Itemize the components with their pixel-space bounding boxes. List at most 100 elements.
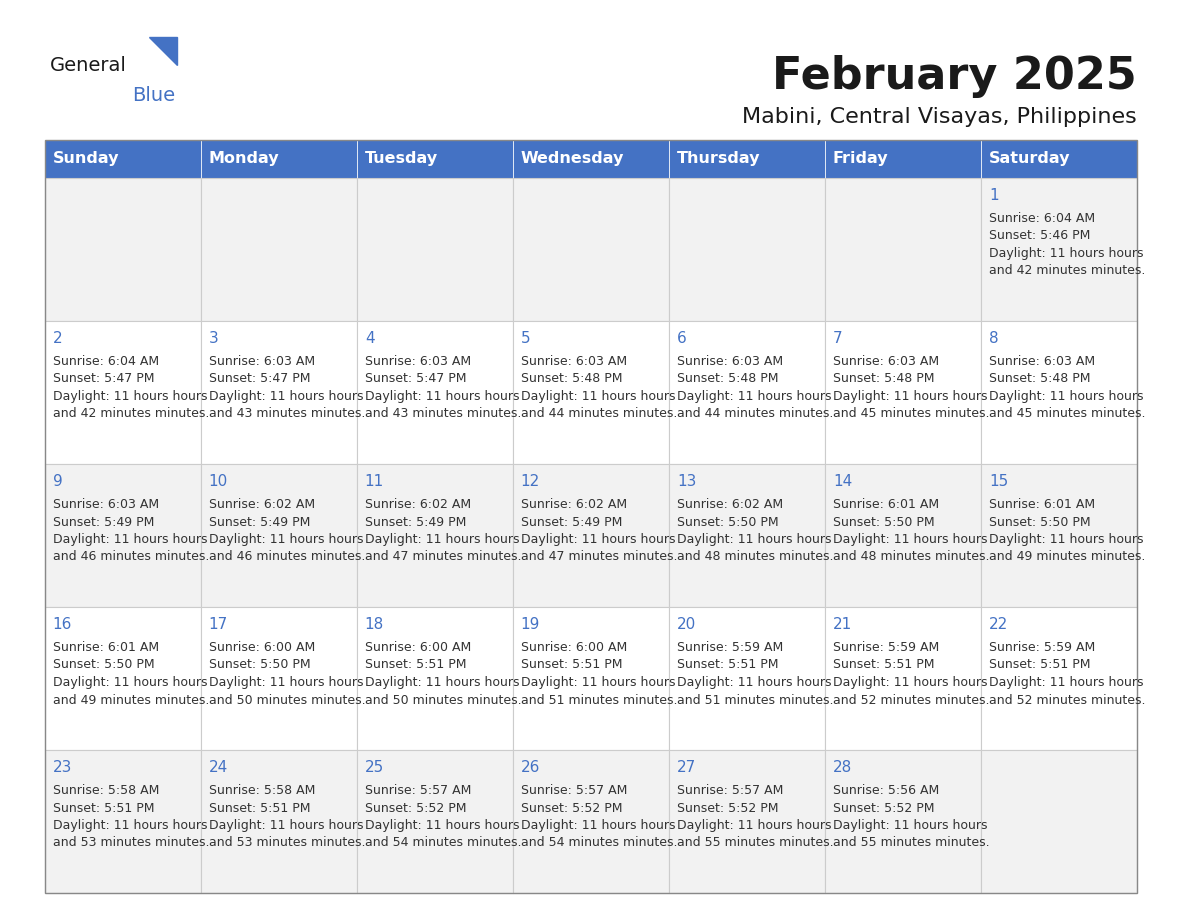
Text: Sunset: 5:50 PM: Sunset: 5:50 PM xyxy=(988,516,1091,529)
Text: Sunset: 5:51 PM: Sunset: 5:51 PM xyxy=(677,658,778,671)
Text: Sunset: 5:49 PM: Sunset: 5:49 PM xyxy=(209,516,310,529)
Text: Daylight: 11 hours hours: Daylight: 11 hours hours xyxy=(520,676,675,689)
Text: Daylight: 11 hours hours: Daylight: 11 hours hours xyxy=(833,533,987,546)
Text: and 43 minutes minutes.: and 43 minutes minutes. xyxy=(365,408,522,420)
Text: Daylight: 11 hours hours: Daylight: 11 hours hours xyxy=(52,390,207,403)
Text: 3: 3 xyxy=(209,331,219,346)
Text: Sunset: 5:47 PM: Sunset: 5:47 PM xyxy=(52,373,154,386)
Text: Daylight: 11 hours hours: Daylight: 11 hours hours xyxy=(520,819,675,832)
Text: and 52 minutes minutes.: and 52 minutes minutes. xyxy=(988,693,1145,707)
Text: Daylight: 11 hours hours: Daylight: 11 hours hours xyxy=(833,390,987,403)
Text: 23: 23 xyxy=(52,760,72,775)
Text: 7: 7 xyxy=(833,331,842,346)
Text: Sunrise: 5:58 AM: Sunrise: 5:58 AM xyxy=(209,784,315,797)
Text: Daylight: 11 hours hours: Daylight: 11 hours hours xyxy=(988,247,1143,260)
Text: Daylight: 11 hours hours: Daylight: 11 hours hours xyxy=(988,676,1143,689)
Text: and 42 minutes minutes.: and 42 minutes minutes. xyxy=(988,264,1145,277)
Text: Daylight: 11 hours hours: Daylight: 11 hours hours xyxy=(677,676,832,689)
FancyBboxPatch shape xyxy=(981,750,1137,893)
Text: Saturday: Saturday xyxy=(988,151,1070,166)
FancyBboxPatch shape xyxy=(513,140,669,178)
Text: 15: 15 xyxy=(988,474,1009,489)
Text: Sunrise: 5:57 AM: Sunrise: 5:57 AM xyxy=(365,784,472,797)
Text: Sunrise: 6:02 AM: Sunrise: 6:02 AM xyxy=(520,498,627,511)
Text: Sunset: 5:46 PM: Sunset: 5:46 PM xyxy=(988,230,1091,242)
Text: 5: 5 xyxy=(520,331,530,346)
FancyBboxPatch shape xyxy=(45,178,201,321)
Text: Sunrise: 6:04 AM: Sunrise: 6:04 AM xyxy=(52,355,159,368)
FancyBboxPatch shape xyxy=(356,140,513,178)
Text: 9: 9 xyxy=(52,474,63,489)
Text: and 51 minutes minutes.: and 51 minutes minutes. xyxy=(677,693,833,707)
Text: 13: 13 xyxy=(677,474,696,489)
Text: Daylight: 11 hours hours: Daylight: 11 hours hours xyxy=(988,533,1143,546)
Text: and 50 minutes minutes.: and 50 minutes minutes. xyxy=(209,693,366,707)
Text: 28: 28 xyxy=(833,760,852,775)
FancyBboxPatch shape xyxy=(669,178,824,321)
Text: Sunrise: 6:03 AM: Sunrise: 6:03 AM xyxy=(52,498,159,511)
Text: Sunset: 5:51 PM: Sunset: 5:51 PM xyxy=(988,658,1091,671)
Text: Monday: Monday xyxy=(209,151,279,166)
FancyBboxPatch shape xyxy=(669,464,824,607)
Text: Daylight: 11 hours hours: Daylight: 11 hours hours xyxy=(833,819,987,832)
Text: Sunset: 5:47 PM: Sunset: 5:47 PM xyxy=(209,373,310,386)
FancyBboxPatch shape xyxy=(669,607,824,750)
FancyBboxPatch shape xyxy=(356,607,513,750)
Text: Sunset: 5:51 PM: Sunset: 5:51 PM xyxy=(52,801,154,814)
Text: Daylight: 11 hours hours: Daylight: 11 hours hours xyxy=(209,390,364,403)
Text: Daylight: 11 hours hours: Daylight: 11 hours hours xyxy=(52,819,207,832)
Text: Daylight: 11 hours hours: Daylight: 11 hours hours xyxy=(677,390,832,403)
Text: Sunrise: 6:02 AM: Sunrise: 6:02 AM xyxy=(677,498,783,511)
Text: Sunset: 5:50 PM: Sunset: 5:50 PM xyxy=(209,658,310,671)
Text: and 47 minutes minutes.: and 47 minutes minutes. xyxy=(365,551,522,564)
FancyBboxPatch shape xyxy=(513,321,669,464)
FancyBboxPatch shape xyxy=(824,321,981,464)
Text: Sunrise: 6:03 AM: Sunrise: 6:03 AM xyxy=(833,355,939,368)
Text: 8: 8 xyxy=(988,331,999,346)
Text: 21: 21 xyxy=(833,617,852,632)
Text: Sunrise: 5:59 AM: Sunrise: 5:59 AM xyxy=(988,641,1095,654)
Text: Sunrise: 6:04 AM: Sunrise: 6:04 AM xyxy=(988,212,1095,225)
Text: and 48 minutes minutes.: and 48 minutes minutes. xyxy=(677,551,833,564)
FancyBboxPatch shape xyxy=(45,607,201,750)
Text: 16: 16 xyxy=(52,617,72,632)
Text: and 44 minutes minutes.: and 44 minutes minutes. xyxy=(520,408,677,420)
Text: Sunday: Sunday xyxy=(52,151,119,166)
Text: 27: 27 xyxy=(677,760,696,775)
Text: and 44 minutes minutes.: and 44 minutes minutes. xyxy=(677,408,833,420)
FancyBboxPatch shape xyxy=(824,607,981,750)
Text: and 42 minutes minutes.: and 42 minutes minutes. xyxy=(52,408,209,420)
FancyBboxPatch shape xyxy=(201,464,356,607)
Text: and 43 minutes minutes.: and 43 minutes minutes. xyxy=(209,408,365,420)
Text: Sunrise: 6:01 AM: Sunrise: 6:01 AM xyxy=(833,498,939,511)
Text: Sunrise: 5:59 AM: Sunrise: 5:59 AM xyxy=(677,641,783,654)
FancyBboxPatch shape xyxy=(201,140,356,178)
Text: and 55 minutes minutes.: and 55 minutes minutes. xyxy=(677,836,834,849)
Text: Mabini, Central Visayas, Philippines: Mabini, Central Visayas, Philippines xyxy=(742,107,1137,127)
Text: Wednesday: Wednesday xyxy=(520,151,624,166)
Text: Sunset: 5:52 PM: Sunset: 5:52 PM xyxy=(520,801,623,814)
Text: Sunset: 5:51 PM: Sunset: 5:51 PM xyxy=(365,658,466,671)
Text: 20: 20 xyxy=(677,617,696,632)
Polygon shape xyxy=(150,37,177,65)
Text: Sunset: 5:51 PM: Sunset: 5:51 PM xyxy=(833,658,935,671)
FancyBboxPatch shape xyxy=(201,607,356,750)
Text: Daylight: 11 hours hours: Daylight: 11 hours hours xyxy=(677,533,832,546)
Text: Sunset: 5:52 PM: Sunset: 5:52 PM xyxy=(365,801,466,814)
Text: Sunset: 5:51 PM: Sunset: 5:51 PM xyxy=(209,801,310,814)
Text: Daylight: 11 hours hours: Daylight: 11 hours hours xyxy=(52,676,207,689)
Text: February 2025: February 2025 xyxy=(772,55,1137,98)
Text: Daylight: 11 hours hours: Daylight: 11 hours hours xyxy=(833,676,987,689)
Text: Sunset: 5:52 PM: Sunset: 5:52 PM xyxy=(677,801,778,814)
Text: 2: 2 xyxy=(52,331,62,346)
Text: 11: 11 xyxy=(365,474,384,489)
Text: 19: 19 xyxy=(520,617,541,632)
FancyBboxPatch shape xyxy=(356,321,513,464)
Text: Daylight: 11 hours hours: Daylight: 11 hours hours xyxy=(209,533,364,546)
FancyBboxPatch shape xyxy=(981,178,1137,321)
Text: Sunrise: 6:00 AM: Sunrise: 6:00 AM xyxy=(209,641,315,654)
Text: Daylight: 11 hours hours: Daylight: 11 hours hours xyxy=(365,533,519,546)
Text: 17: 17 xyxy=(209,617,228,632)
Bar xyxy=(45,140,1137,893)
Text: Sunset: 5:51 PM: Sunset: 5:51 PM xyxy=(520,658,623,671)
